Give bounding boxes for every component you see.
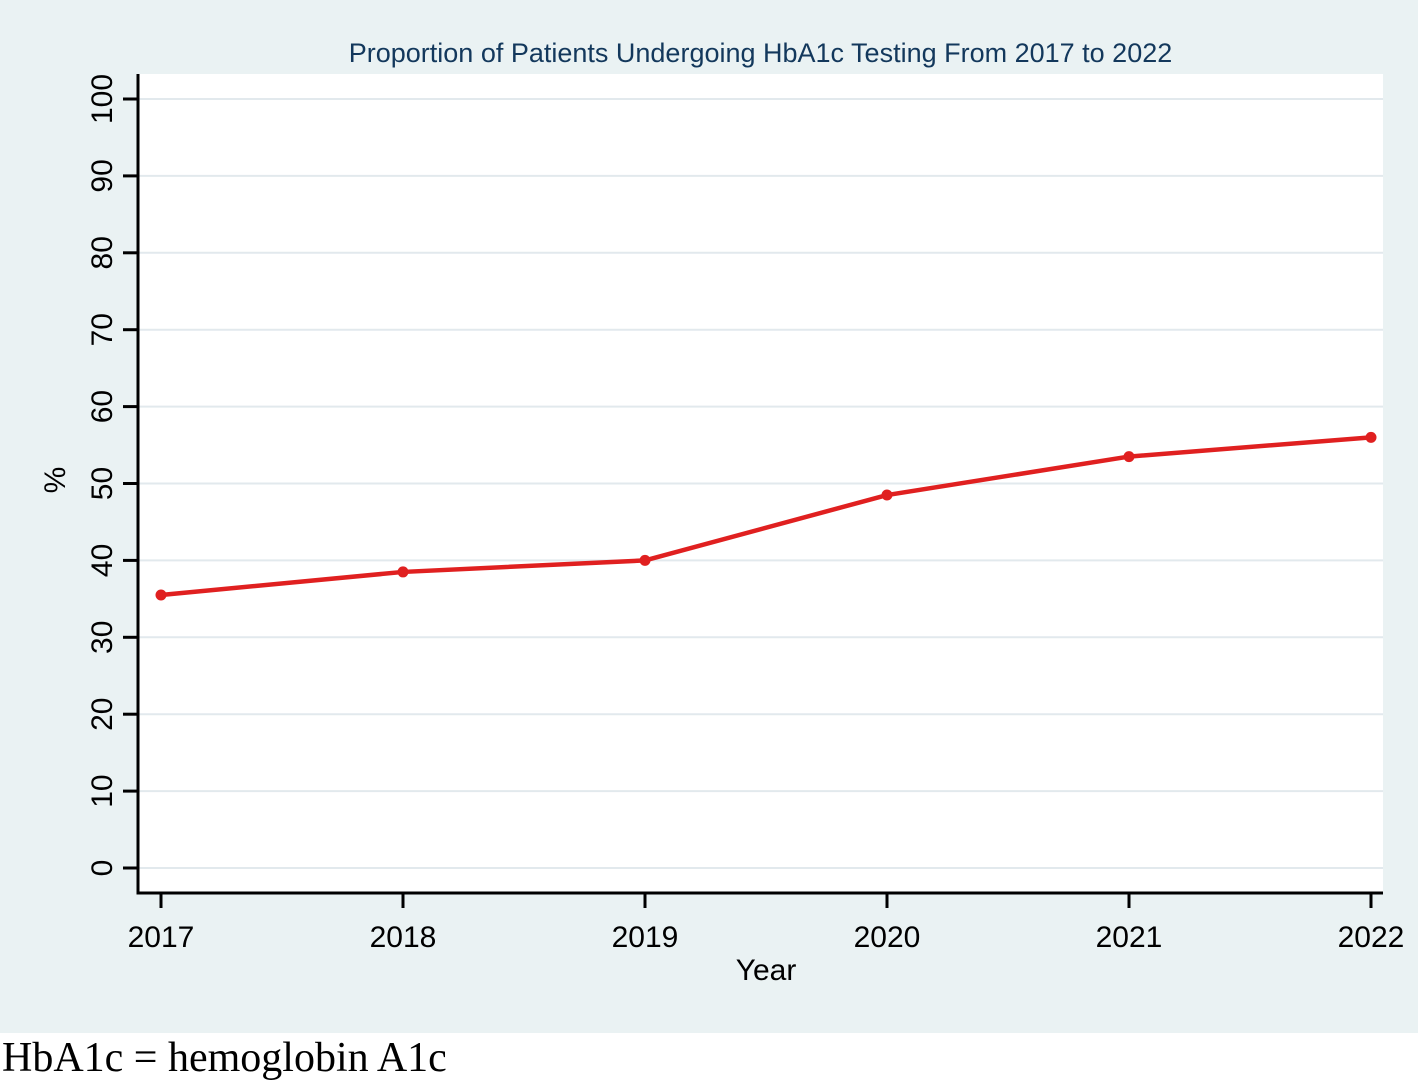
data-point-marker bbox=[1365, 431, 1377, 443]
data-point-marker bbox=[881, 489, 893, 501]
data-point-marker bbox=[639, 554, 651, 566]
y-tick-label: 80 bbox=[86, 236, 119, 269]
chart-title: Proportion of Patients Undergoing HbA1c … bbox=[348, 38, 1173, 68]
line-chart: 0 10 20 30 40 50 60 70 80 90 100 2017 2018 2019 2020 20… bbox=[39, 74, 1405, 987]
y-tick-label: 30 bbox=[86, 621, 119, 654]
x-tick-label: 2020 bbox=[854, 921, 921, 954]
y-tick-label: 0 bbox=[86, 860, 119, 877]
x-tick-label: 2017 bbox=[128, 921, 195, 954]
y-tick-label: 90 bbox=[86, 159, 119, 192]
data-point-marker bbox=[397, 566, 409, 578]
y-tick-label: 40 bbox=[86, 544, 119, 577]
data-point-marker bbox=[155, 589, 167, 601]
y-tick-label: 20 bbox=[86, 698, 119, 731]
chart-region: Proportion of Patients Undergoing HbA1c … bbox=[0, 0, 1418, 1033]
data-point-marker bbox=[1123, 451, 1135, 463]
x-tick-label: 2022 bbox=[1338, 921, 1405, 954]
y-tick-label: 70 bbox=[86, 313, 119, 346]
y-tick-label: 60 bbox=[86, 390, 119, 423]
x-tick-label: 2018 bbox=[370, 921, 437, 954]
x-tick-label: 2019 bbox=[612, 921, 679, 954]
series-line bbox=[158, 435, 1374, 598]
footnote: HbA1c = hemoglobin A1c bbox=[2, 1035, 447, 1081]
y-tick-label: 10 bbox=[86, 774, 119, 807]
x-tick-label: 2021 bbox=[1096, 921, 1163, 954]
x-axis-title: Year bbox=[736, 954, 797, 987]
y-tick-label: 100 bbox=[86, 74, 119, 124]
y-tick-label: 50 bbox=[86, 467, 119, 500]
y-axis-title: % bbox=[39, 467, 72, 494]
